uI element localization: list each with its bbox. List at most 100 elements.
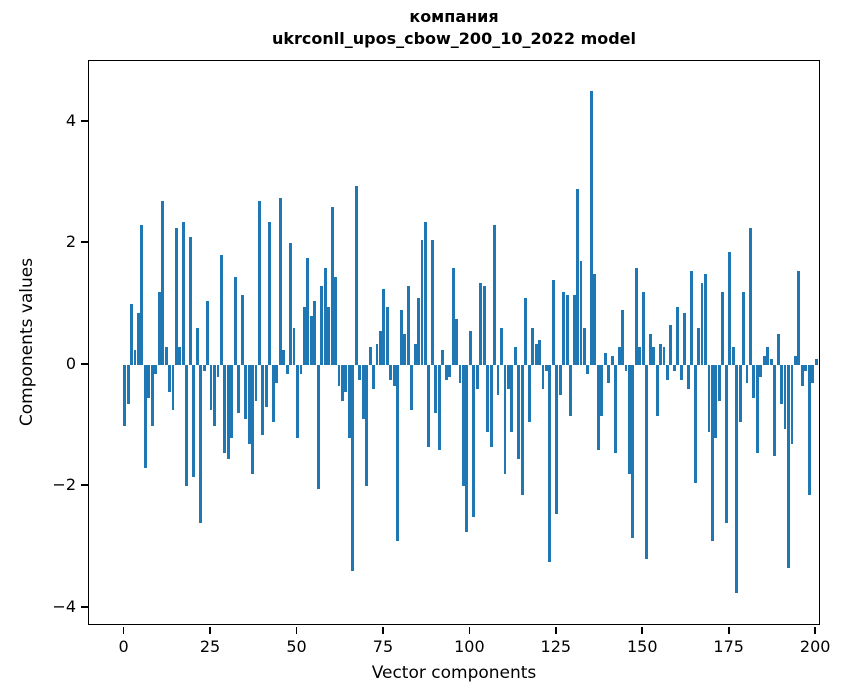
bar-component-70 <box>365 364 369 487</box>
bar-component-13 <box>168 364 171 393</box>
bar-component-147 <box>631 364 635 538</box>
bar-component-195 <box>797 270 801 365</box>
bar-component-111 <box>506 364 510 390</box>
bar-component-152 <box>648 334 652 365</box>
bar-component-63 <box>341 364 344 402</box>
y-tick-mark--2 <box>81 484 88 487</box>
bar-component-115 <box>520 364 524 496</box>
bar-component-74 <box>379 331 382 365</box>
bar-component-54 <box>309 316 313 365</box>
bar-component-192 <box>787 364 790 569</box>
bar-component-68 <box>358 364 362 380</box>
bar-component-167 <box>700 282 704 365</box>
bar-component-104 <box>482 285 486 365</box>
bar-component-96 <box>455 319 458 365</box>
bar-component-39 <box>258 200 261 365</box>
bar-component-148 <box>634 267 638 365</box>
bar-component-146 <box>627 364 631 475</box>
bar-component-143 <box>617 346 621 365</box>
bar-component-165 <box>693 364 697 484</box>
bar-component-48 <box>289 243 293 365</box>
bar-component-95 <box>451 267 455 365</box>
bar-component-75 <box>382 288 386 365</box>
bar-component-110 <box>503 364 507 475</box>
bar-component-161 <box>679 364 683 380</box>
bar-component-33 <box>237 364 241 414</box>
bar-component-83 <box>410 364 414 411</box>
bar-component-117 <box>527 364 531 423</box>
x-tick-label-100: 100 <box>454 637 485 656</box>
bar-component-4 <box>136 313 140 365</box>
bar-component-177 <box>735 364 739 593</box>
bar-component-50 <box>296 364 299 438</box>
bar-component-169 <box>707 364 711 432</box>
bar-component-10 <box>157 291 161 365</box>
bar-component-71 <box>368 346 372 365</box>
bar-component-159 <box>672 364 676 371</box>
y-axis-label: Components values <box>17 257 37 427</box>
bar-component-149 <box>638 346 642 365</box>
bar-component-57 <box>320 285 324 365</box>
bar-component-44 <box>275 364 279 383</box>
bar-component-114 <box>517 364 521 459</box>
x-tick-mark-175 <box>727 627 730 634</box>
x-tick-label-0: 0 <box>118 637 129 656</box>
y-tick-label--4: −4 <box>52 596 76 616</box>
bar-component-21 <box>195 328 199 365</box>
bar-component-88 <box>427 364 431 447</box>
bar-component-59 <box>327 307 331 365</box>
bar-component-106 <box>489 364 493 447</box>
bar-component-122 <box>545 364 548 371</box>
bar-component-42 <box>268 221 272 365</box>
bar-component-64 <box>344 364 348 393</box>
bar-component-188 <box>773 364 777 456</box>
x-tick-label-125: 125 <box>540 637 572 656</box>
bar-component-12 <box>164 346 168 365</box>
bar-component-123 <box>548 364 552 563</box>
bar-component-85 <box>417 297 420 365</box>
x-tick-label-175: 175 <box>713 637 744 656</box>
bar-component-145 <box>624 364 628 371</box>
bar-component-131 <box>576 188 580 365</box>
bar-component-102 <box>475 364 479 390</box>
bar-component-18 <box>185 364 189 487</box>
bar-component-184 <box>759 364 763 377</box>
bar-component-176 <box>731 346 735 365</box>
bar-component-129 <box>569 364 573 417</box>
bar-component-41 <box>264 364 268 408</box>
bar-component-181 <box>749 228 752 365</box>
bar-component-134 <box>586 364 590 374</box>
bar-component-197 <box>804 364 808 371</box>
bar-component-107 <box>493 225 497 365</box>
bar-component-193 <box>790 364 794 444</box>
bar-component-124 <box>551 279 555 365</box>
bar-component-87 <box>423 221 427 365</box>
bar-component-108 <box>496 364 500 396</box>
bar-component-9 <box>154 364 158 374</box>
bar-component-155 <box>659 343 662 365</box>
bar-component-35 <box>244 364 248 420</box>
y-tick-label-0: 0 <box>65 353 76 373</box>
bar-component-31 <box>230 364 234 438</box>
bar-component-40 <box>261 364 265 435</box>
chart-title-word: компания <box>409 7 499 26</box>
bar-component-72 <box>372 364 375 390</box>
bar-component-113 <box>513 346 517 365</box>
bar-component-174 <box>724 364 728 523</box>
bar-component-178 <box>738 364 742 423</box>
bar-component-26 <box>213 364 216 426</box>
bar-component-194 <box>793 355 797 365</box>
bar-component-55 <box>313 300 317 365</box>
x-tick-mark-125 <box>555 627 557 634</box>
bar-component-100 <box>468 331 472 365</box>
bar-component-97 <box>458 364 462 383</box>
bar-component-81 <box>403 334 407 365</box>
bar-component-135 <box>589 91 593 365</box>
bar-component-80 <box>399 310 403 365</box>
bar-component-156 <box>662 346 666 365</box>
bar-component-132 <box>579 261 583 365</box>
bar-component-140 <box>607 364 611 383</box>
bar-component-125 <box>555 364 559 514</box>
bar-component-20 <box>192 364 196 478</box>
